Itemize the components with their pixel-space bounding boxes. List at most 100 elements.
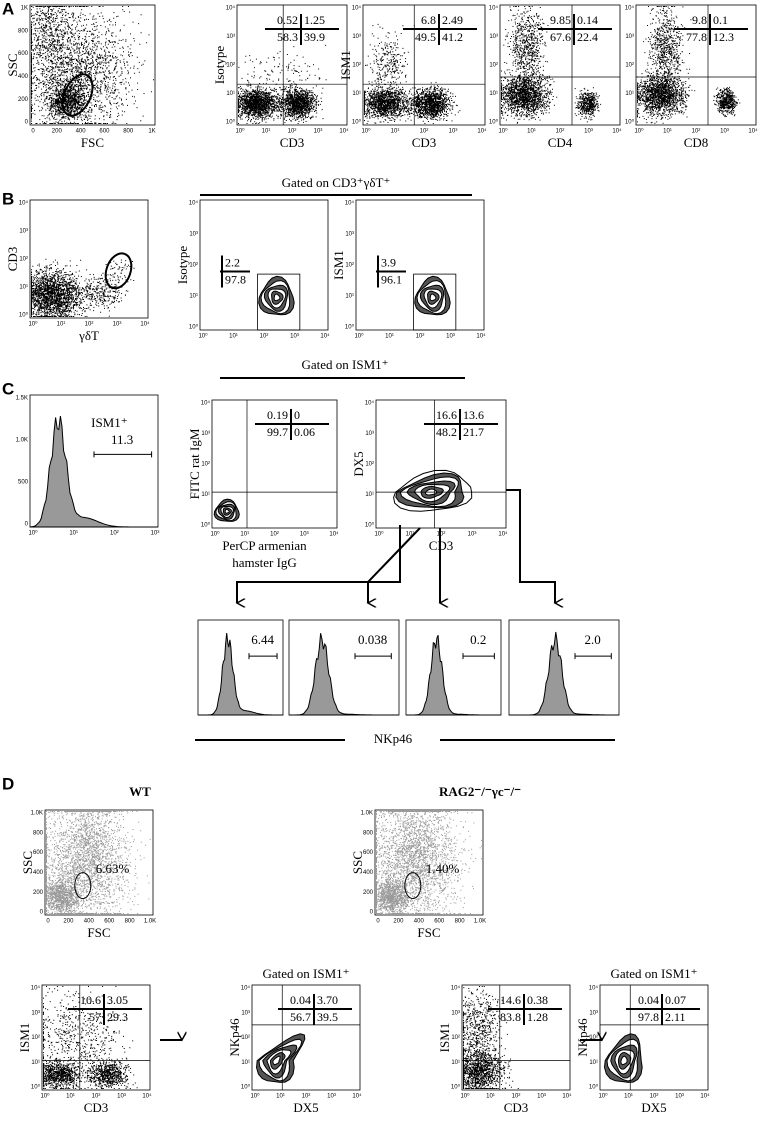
gate xyxy=(404,872,422,900)
x-tick-label: 10¹ xyxy=(385,334,394,340)
event-dots xyxy=(637,6,741,124)
y-tick-label: 10² xyxy=(201,462,210,468)
panel-letter: C xyxy=(2,379,14,398)
x-tick-label: 10² xyxy=(288,129,297,135)
y-tick-label: 10⁰ xyxy=(365,522,375,529)
x-tick-label: 10⁰ xyxy=(235,128,245,135)
y-axis-label: ISM1 xyxy=(338,50,353,80)
x-axis-label: DX5 xyxy=(293,1100,318,1115)
y-tick-label: 1.0K xyxy=(31,811,43,817)
x-tick-label: 10³ xyxy=(675,1094,684,1100)
contour xyxy=(273,293,281,302)
plot-frame xyxy=(362,4,486,126)
gate-header: Gated on ISM1⁺ xyxy=(301,357,388,372)
y-tick-label: 10³ xyxy=(241,1010,250,1016)
y-tick-label: 10⁴ xyxy=(201,400,211,407)
y-tick-label: 1.0K xyxy=(361,811,373,817)
y-tick-label: 0 xyxy=(25,522,29,528)
y-tick-label: 10⁰ xyxy=(241,1084,251,1091)
quadrant-value: 0 xyxy=(294,408,300,422)
x-tick-label: 10¹ xyxy=(406,532,415,538)
plot-frame xyxy=(251,984,361,1091)
plot-frame xyxy=(374,809,484,916)
x-tick-label: 10² xyxy=(420,129,429,135)
x-axis-label: CD4 xyxy=(548,135,573,150)
x-tick-label: 10³ xyxy=(300,532,309,538)
y-tick-label: 10⁰ xyxy=(625,119,635,126)
quadrant-value: 0.06 xyxy=(294,425,315,439)
x-tick-label: 400 xyxy=(84,919,95,925)
quadrant-value: 3.70 xyxy=(317,993,338,1007)
y-tick-label: 10² xyxy=(365,462,374,468)
gate-label: ISM1⁺ xyxy=(91,415,127,430)
event-dots xyxy=(31,6,154,124)
quadrant-value: 57 xyxy=(89,1010,101,1024)
y-tick-label: 10³ xyxy=(365,431,374,437)
x-tick-label: 10² xyxy=(260,334,269,340)
x-tick-label: 10⁴ xyxy=(140,321,150,328)
event-dots xyxy=(463,986,519,1089)
histogram xyxy=(509,631,619,716)
event-dots xyxy=(31,258,135,317)
x-tick-label: 10⁰ xyxy=(498,128,508,135)
flow-arrow xyxy=(237,525,401,603)
x-tick-label: 10⁰ xyxy=(210,531,220,538)
y-tick-label: 10² xyxy=(489,63,498,69)
y-tick-label: 10⁴ xyxy=(31,985,41,992)
x-tick-label: 10³ xyxy=(720,129,729,135)
y-tick-label: 10¹ xyxy=(625,91,634,97)
x-tick-label: 10³ xyxy=(449,129,458,135)
gate-value: 2.2 xyxy=(225,255,240,269)
x-tick-label: 10⁴ xyxy=(700,1093,710,1100)
quadrant-value: 10.6 xyxy=(80,993,101,1007)
quadrant-value: 9.8 xyxy=(692,13,707,27)
y-axis-label: SSC xyxy=(350,851,365,874)
x-axis-label: FSC xyxy=(417,925,440,940)
event-dots xyxy=(364,23,461,124)
flow-arrow xyxy=(506,489,555,603)
x-tick-label: 10⁰ xyxy=(354,333,364,340)
quadrant-value: 21.7 xyxy=(463,425,484,439)
y-tick-label: 500 xyxy=(18,480,29,486)
x-tick-label: 10¹ xyxy=(486,1094,495,1100)
x-tick-label: 10⁴ xyxy=(476,333,486,340)
x-tick-label: 10⁰ xyxy=(460,1093,470,1100)
x-axis-label: PerCP armenian xyxy=(222,538,307,553)
quadrant-value: 12.3 xyxy=(713,30,734,44)
x-tick-label: 10⁴ xyxy=(320,333,330,340)
y-tick-label: 800 xyxy=(33,830,44,836)
x-tick-label: 10⁰ xyxy=(28,321,38,328)
y-tick-label: 600 xyxy=(363,850,374,856)
x-tick-label: 0 xyxy=(376,919,380,925)
quadrant-value: 97.8 xyxy=(638,1010,659,1024)
plot-frame xyxy=(236,4,348,126)
quadrant-value: 1.28 xyxy=(527,1010,548,1024)
y-axis-label: Isotype xyxy=(212,46,227,85)
y-tick-label: 10³ xyxy=(345,232,354,238)
plot-frame xyxy=(499,4,621,126)
x-tick-label: 10⁴ xyxy=(352,1093,362,1100)
x-tick-label: 10⁰ xyxy=(28,530,38,537)
x-tick-label: 10⁴ xyxy=(498,531,508,538)
y-axis-label: DX5 xyxy=(351,451,366,476)
y-axis-label: FITC rat IgM xyxy=(187,428,202,499)
x-tick-label: 10⁴ xyxy=(612,128,622,135)
quadrant-value: 6.8 xyxy=(421,13,436,27)
y-tick-label: 10⁴ xyxy=(19,200,29,207)
y-axis-label: NKp46 xyxy=(227,1018,242,1057)
y-tick-label: 10¹ xyxy=(241,1060,250,1066)
quadrant-value: 2.11 xyxy=(665,1010,686,1024)
y-tick-label: 10⁴ xyxy=(589,985,599,992)
y-tick-label: 10¹ xyxy=(352,91,361,97)
gate-header: Gated on ISM1⁺ xyxy=(262,966,349,981)
group-title: WT xyxy=(129,784,151,799)
y-tick-label: 10³ xyxy=(31,1010,40,1016)
y-tick-label: 10¹ xyxy=(189,294,198,300)
plot-frame xyxy=(29,199,149,319)
y-tick-label: 800 xyxy=(363,830,374,836)
x-tick-label: 10² xyxy=(692,129,701,135)
y-tick-label: 10⁴ xyxy=(451,985,461,992)
y-tick-label: 10¹ xyxy=(226,91,235,97)
y-tick-label: 600 xyxy=(33,850,44,856)
